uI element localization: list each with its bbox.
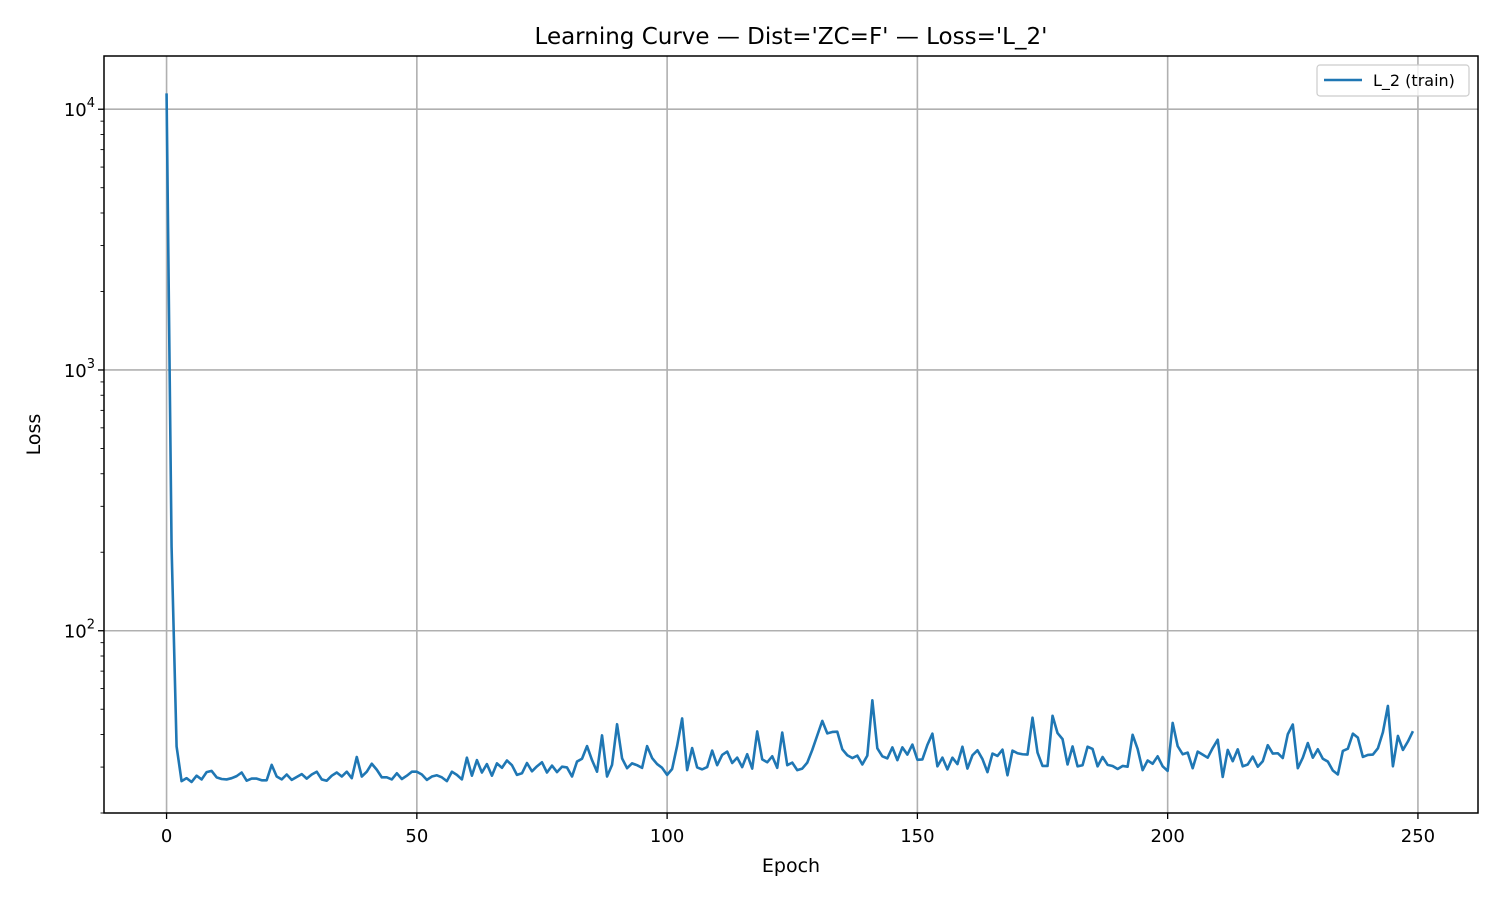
legend-box <box>1316 64 1470 97</box>
axes <box>103 55 1479 814</box>
y-axis-ticks: 102 103 104 <box>64 96 104 814</box>
x-tick-label: 250 <box>1401 826 1435 847</box>
x-tick-label: 0 <box>161 826 172 847</box>
y-tick-label: 104 <box>64 96 95 121</box>
chart-title: Learning Curve — Dist='ZC=F' — Loss='L_2… <box>535 24 1048 50</box>
series-line-l2-train <box>165 93 1415 784</box>
y-tick-label: 102 <box>64 618 95 643</box>
legend-entry-l2-train: L_2 (train) <box>1373 71 1455 91</box>
series-layer <box>165 93 1415 784</box>
x-axis-ticks: 0 50 100 150 200 250 <box>161 813 1435 847</box>
x-tick-label: 150 <box>900 826 934 847</box>
x-axis-label: Epoch <box>762 855 820 877</box>
y-axis-label: Loss <box>23 414 45 456</box>
grid <box>104 56 1478 813</box>
x-tick-label: 200 <box>1150 826 1184 847</box>
x-tick-label: 50 <box>405 826 428 847</box>
x-tick-label: 100 <box>650 826 684 847</box>
legend: L_2 (train) <box>1316 64 1470 97</box>
plot-area-frame <box>103 55 1479 814</box>
y-tick-label: 103 <box>64 357 95 382</box>
